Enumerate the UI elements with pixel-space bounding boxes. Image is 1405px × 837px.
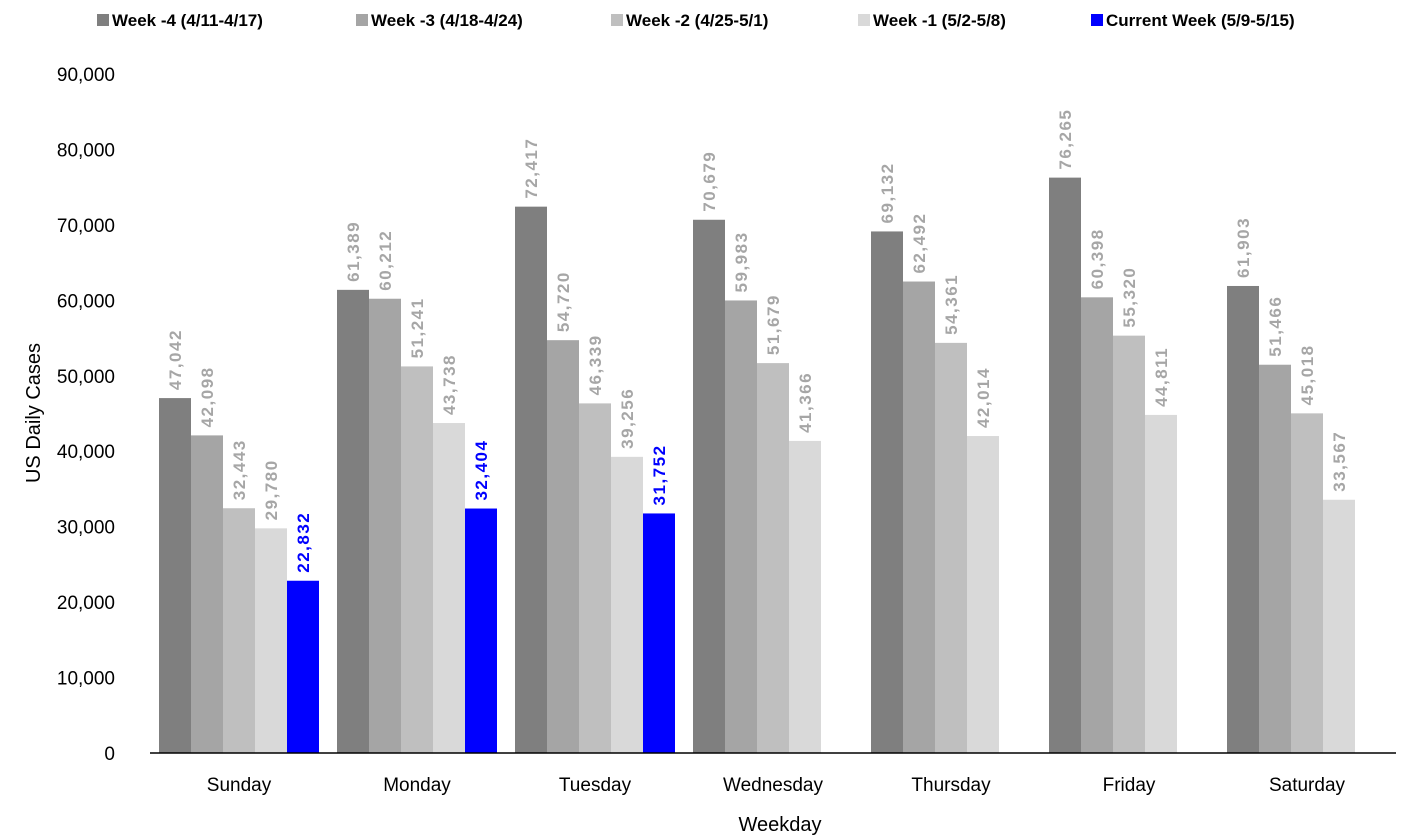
data-label: 22,832 bbox=[294, 512, 313, 573]
data-label: 39,256 bbox=[618, 388, 637, 449]
legend-swatch bbox=[1091, 14, 1103, 26]
data-label: 31,752 bbox=[650, 444, 669, 505]
y-tick-label: 20,000 bbox=[57, 593, 115, 614]
legend-swatch bbox=[611, 14, 623, 26]
bar bbox=[693, 219, 725, 753]
y-axis-title: US Daily Cases bbox=[23, 343, 45, 483]
bar bbox=[903, 281, 935, 753]
data-label: 43,738 bbox=[440, 354, 459, 415]
data-label: 55,320 bbox=[1120, 267, 1139, 328]
legend-label: Week -2 (4/25-5/1) bbox=[626, 11, 768, 30]
x-tick-label: Thursday bbox=[911, 775, 991, 796]
y-tick-label: 10,000 bbox=[57, 669, 115, 690]
bar bbox=[223, 508, 255, 753]
bar bbox=[401, 366, 433, 753]
data-label: 46,339 bbox=[586, 334, 605, 395]
bar bbox=[465, 508, 497, 753]
data-label: 51,466 bbox=[1266, 296, 1285, 357]
y-tick-label: 70,000 bbox=[57, 216, 115, 237]
data-label: 61,389 bbox=[344, 221, 363, 282]
y-axis: 0 10,000 20,000 30,000 40,000 50,000 60,000 70,… bbox=[57, 65, 115, 765]
data-label: 69,132 bbox=[878, 162, 897, 223]
bar bbox=[935, 342, 967, 753]
data-label: 45,018 bbox=[1298, 344, 1317, 405]
data-label: 29,780 bbox=[262, 459, 281, 520]
bar bbox=[1049, 177, 1081, 754]
data-label: 72,417 bbox=[522, 138, 541, 199]
data-label: 47,042 bbox=[166, 329, 185, 390]
x-tick-label: Tuesday bbox=[559, 775, 632, 796]
bar bbox=[643, 513, 675, 753]
data-label: 42,098 bbox=[198, 366, 217, 427]
data-label: 51,241 bbox=[408, 297, 427, 358]
bar bbox=[1259, 364, 1291, 753]
bar bbox=[1227, 285, 1259, 753]
x-tick-label: Wednesday bbox=[723, 775, 823, 796]
data-labels: 47,042 42,098 32,443 29,780 22,832 61,389 60,2… bbox=[166, 109, 1349, 573]
bar bbox=[1081, 297, 1113, 753]
y-tick-label: 0 bbox=[104, 744, 115, 765]
data-label: 76,265 bbox=[1056, 109, 1075, 170]
data-label: 42,014 bbox=[974, 367, 993, 428]
y-tick-label: 80,000 bbox=[57, 140, 115, 161]
bar bbox=[757, 363, 789, 753]
data-label: 62,492 bbox=[910, 213, 929, 274]
bar bbox=[337, 289, 369, 753]
data-label: 44,811 bbox=[1152, 347, 1171, 407]
legend-swatch bbox=[97, 14, 109, 26]
y-tick-label: 30,000 bbox=[57, 518, 115, 539]
data-label: 41,366 bbox=[796, 372, 815, 433]
y-tick-label: 50,000 bbox=[57, 367, 115, 388]
legend-swatch bbox=[356, 14, 368, 26]
x-tick-label: Friday bbox=[1103, 775, 1156, 796]
bar bbox=[159, 398, 191, 753]
x-axis-title: Weekday bbox=[738, 814, 821, 836]
bar bbox=[1291, 413, 1323, 753]
data-label: 32,443 bbox=[230, 439, 249, 500]
bar bbox=[611, 456, 643, 753]
data-label: 54,361 bbox=[942, 274, 961, 335]
bar bbox=[1323, 499, 1355, 753]
data-label: 70,679 bbox=[700, 151, 719, 212]
bar bbox=[1113, 335, 1145, 753]
legend-label: Week -1 (5/2-5/8) bbox=[873, 11, 1006, 30]
legend-label: Week -3 (4/18-4/24) bbox=[371, 11, 523, 30]
legend-label: Week -4 (4/11-4/17) bbox=[112, 11, 263, 30]
x-tick-label: Monday bbox=[383, 775, 451, 796]
bars bbox=[159, 177, 1355, 754]
bar bbox=[369, 298, 401, 753]
bar bbox=[433, 423, 465, 753]
bar bbox=[967, 436, 999, 753]
data-label: 59,983 bbox=[732, 231, 751, 292]
data-label: 32,404 bbox=[472, 440, 491, 501]
data-label: 61,903 bbox=[1234, 217, 1253, 278]
data-label: 51,679 bbox=[764, 294, 783, 355]
y-tick-label: 60,000 bbox=[57, 291, 115, 312]
bar bbox=[725, 300, 757, 753]
data-label: 60,398 bbox=[1088, 228, 1107, 289]
legend-label: Current Week (5/9-5/15) bbox=[1106, 11, 1295, 30]
bar bbox=[255, 528, 287, 753]
x-axis: Sunday Monday Tuesday Wednesday Thursday Frid… bbox=[150, 752, 1396, 796]
bar bbox=[1145, 414, 1177, 753]
y-tick-label: 90,000 bbox=[57, 65, 115, 86]
data-label: 60,212 bbox=[376, 230, 395, 291]
bar bbox=[191, 435, 223, 753]
bar bbox=[579, 403, 611, 753]
data-label: 54,720 bbox=[554, 271, 573, 332]
bar bbox=[287, 580, 319, 753]
bar bbox=[547, 340, 579, 753]
bar bbox=[515, 206, 547, 754]
legend: Week -4 (4/11-4/17) Week -3 (4/18-4/24) We… bbox=[97, 11, 1295, 30]
bar bbox=[789, 440, 821, 753]
legend-swatch bbox=[858, 14, 870, 26]
bar bbox=[871, 231, 903, 753]
x-tick-label: Sunday bbox=[207, 775, 272, 796]
x-tick-label: Saturday bbox=[1269, 775, 1346, 796]
data-label: 33,567 bbox=[1330, 431, 1349, 492]
y-tick-label: 40,000 bbox=[57, 442, 115, 463]
